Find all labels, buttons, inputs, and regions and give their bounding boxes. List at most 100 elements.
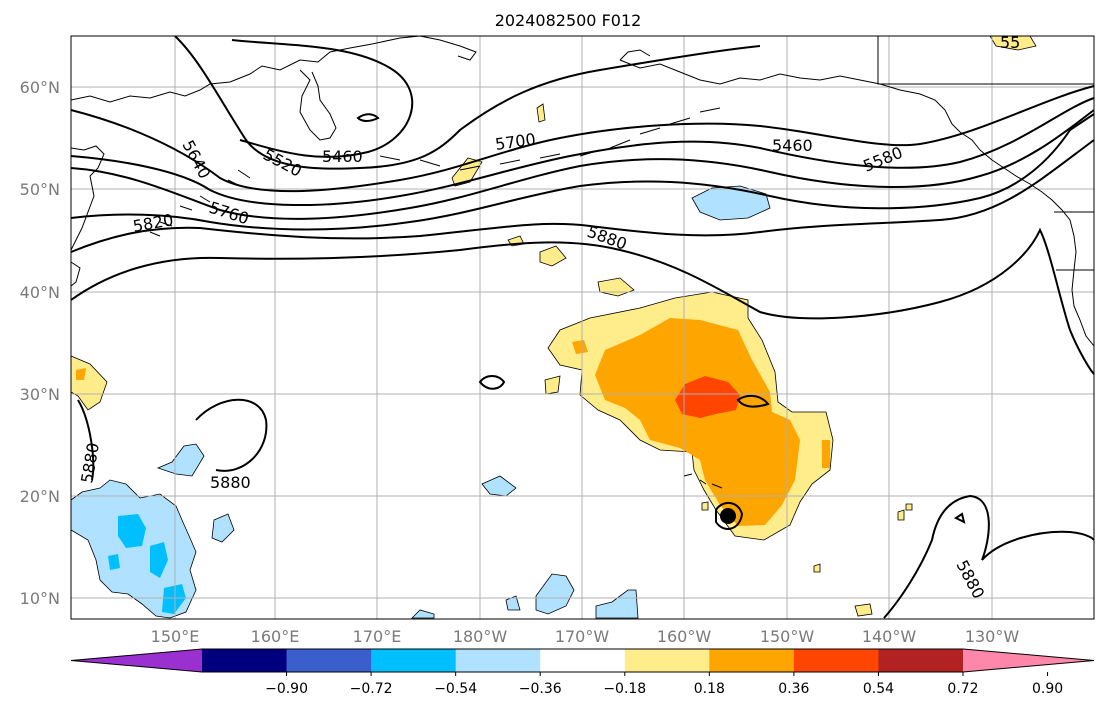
- positive-anomaly-small: [822, 440, 830, 468]
- coastlines: [70, 35, 1095, 524]
- positive-anomaly-small: [897, 509, 905, 521]
- negative-anomaly-small: [481, 475, 517, 497]
- colorbar-max-extend: [963, 649, 1094, 672]
- contour-5580: [70, 85, 1095, 193]
- lon-label: 150°W: [760, 627, 815, 646]
- colorbar-tick-label: 0.90: [1032, 681, 1063, 697]
- contour-label: 55: [1000, 33, 1020, 52]
- lon-label: 170°E: [353, 627, 402, 646]
- graticule: [71, 36, 1094, 619]
- positive-anomaly-core: [595, 318, 800, 526]
- colorbar-segment: [709, 649, 795, 672]
- lon-label: 160°W: [657, 627, 712, 646]
- north-america-coastline: [979, 149, 1095, 347]
- contour-5880-north: [70, 227, 1095, 375]
- contour-5820: [70, 139, 1095, 253]
- colorbar-tick-label: 0.18: [694, 681, 725, 697]
- colorbar-tick-label: −0.72: [350, 681, 393, 697]
- alaska-coastline: [619, 49, 651, 61]
- hawaii-islands: [683, 473, 723, 489]
- colorbar-tick-label: 0.36: [778, 681, 809, 697]
- colorbar-tick-label: −0.90: [265, 681, 308, 697]
- asia-coastline: [419, 35, 477, 61]
- lon-label: 140°W: [862, 627, 917, 646]
- colorbar-tick-label: 0.54: [863, 681, 894, 697]
- positive-anomaly-small: [536, 103, 546, 123]
- colorbar-tick-label: −0.18: [603, 681, 646, 697]
- negative-anomaly-core: [108, 554, 120, 570]
- positive-anomaly-small: [813, 563, 821, 573]
- lon-label: 170°W: [555, 627, 610, 646]
- lat-label: 10°N: [20, 589, 60, 608]
- negative-anomaly-small: [505, 595, 521, 611]
- asia-coastline: [70, 261, 81, 287]
- contour-5880-west: [77, 399, 95, 481]
- lat-label: 20°N: [20, 487, 60, 506]
- lon-label: 180°W: [453, 627, 508, 646]
- colorbar-outline: [70, 648, 1095, 673]
- kamchatka-coastline: [299, 69, 337, 141]
- positive-anomaly-small: [701, 501, 709, 511]
- positive-anomaly-small: [905, 503, 913, 511]
- contour-5520: [174, 35, 761, 170]
- positive-anomaly-small: [539, 245, 567, 267]
- shaded-anomalies: [70, 35, 1037, 619]
- big-island-hawaii: [720, 508, 736, 524]
- contour-label: 5460: [322, 147, 363, 166]
- lat-label: 60°N: [20, 78, 60, 97]
- contour-small-loop: [478, 375, 506, 390]
- contour-5880-southeast: [883, 494, 1095, 619]
- positive-anomaly-small: [544, 375, 561, 395]
- contour-small-loop: [356, 113, 380, 122]
- negative-anomaly-core: [162, 584, 186, 614]
- lat-label: 30°N: [20, 385, 60, 404]
- colorbar-tick-label: −0.54: [434, 681, 477, 697]
- contour-small-loop: [954, 512, 966, 524]
- colorbar-segment: [286, 649, 372, 672]
- height-contours: [70, 35, 1095, 619]
- negative-anomaly-small: [156, 443, 205, 477]
- colorbar-segment: [793, 649, 879, 672]
- contour-small-loop: [736, 394, 770, 408]
- colorbar-tick-label: 0.72: [947, 681, 978, 697]
- colorbar-segment: [878, 649, 964, 672]
- contour-5760: [70, 113, 1095, 231]
- contour-label: 5880: [210, 473, 251, 492]
- lat-label: 40°N: [20, 283, 60, 302]
- contour-5700: [70, 109, 1095, 220]
- border-line: [877, 36, 1094, 85]
- negative-anomaly-core: [150, 542, 168, 578]
- colorbar-segment: [624, 649, 710, 672]
- alaska-coastline: [619, 59, 981, 151]
- colorbar: −0.90 −0.72 −0.54 −0.36 −0.18 0.18 0.36 0.54 0.7…: [70, 648, 1095, 697]
- latitude-labels: 60°N 50°N 40°N 30°N 20°N 10°N: [20, 78, 60, 608]
- colorbar-tick-label: −0.36: [519, 681, 562, 697]
- colorbar-min-extend: [71, 649, 202, 672]
- lat-label: 50°N: [20, 180, 60, 199]
- colorbar-segment: [202, 649, 288, 672]
- asia-coastline: [70, 35, 421, 103]
- negative-anomaly-core: [118, 514, 146, 548]
- negative-anomaly-small: [211, 513, 235, 543]
- contour-5880-low: [195, 398, 268, 472]
- negative-anomaly-small: [411, 609, 435, 619]
- contour-label: 5460: [772, 136, 813, 155]
- asia-coastline: [70, 145, 105, 251]
- positive-anomaly-small: [76, 368, 86, 380]
- positive-anomaly-max: [675, 376, 740, 418]
- colorbar-segment: [540, 649, 626, 672]
- positive-anomaly-small: [854, 603, 873, 617]
- contour-5640: [70, 97, 1095, 206]
- map-frame: [70, 35, 1095, 620]
- colorbar-segment: [455, 649, 541, 672]
- contour-small-loop: [715, 502, 744, 530]
- negative-anomaly-region: [70, 479, 197, 619]
- negative-anomaly-small: [595, 589, 639, 619]
- contour-5460-west: [231, 39, 414, 158]
- positive-anomaly-small: [572, 340, 588, 354]
- lon-label: 160°E: [251, 627, 300, 646]
- figure-title: 2024082500 F012: [495, 11, 642, 30]
- lon-label: 130°W: [965, 627, 1020, 646]
- colorbar-segment: [371, 649, 457, 672]
